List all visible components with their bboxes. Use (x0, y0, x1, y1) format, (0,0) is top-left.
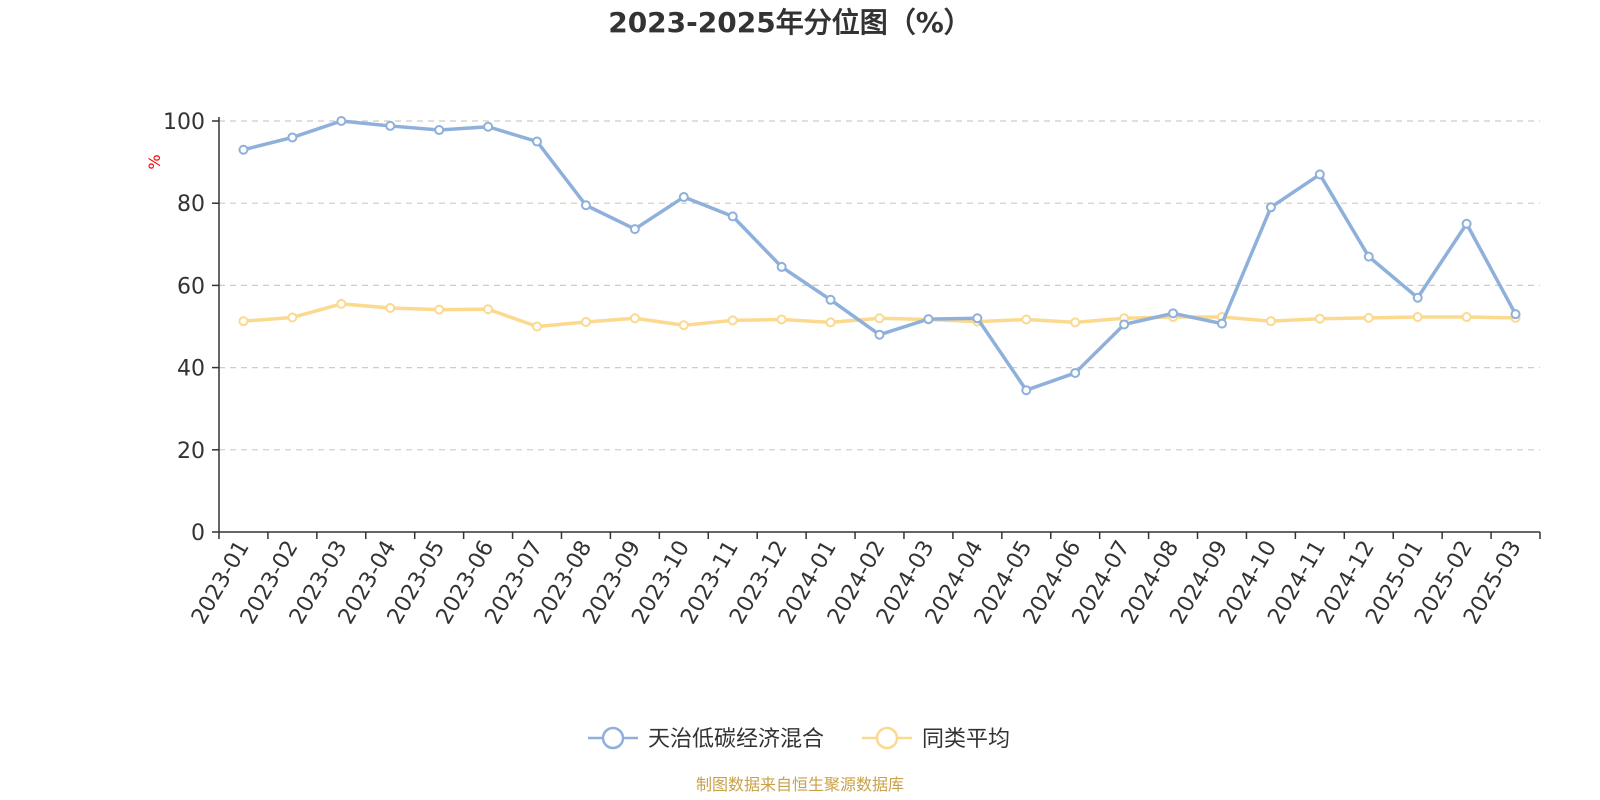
legend-item-0[interactable]: 天治低碳经济混合 (588, 726, 824, 752)
legend-label: 天治低碳经济混合 (648, 727, 824, 752)
data-point[interactable] (532, 321, 543, 332)
data-point[interactable] (1314, 313, 1325, 324)
data-point[interactable] (1021, 314, 1032, 325)
y-tick-label: 0 (191, 521, 205, 546)
legend-item-1[interactable]: 同类平均 (862, 726, 1010, 752)
legend-swatch-marker (875, 726, 899, 750)
data-point[interactable] (1119, 319, 1130, 330)
data-point[interactable] (727, 315, 738, 326)
data-point[interactable] (1363, 312, 1374, 323)
data-point[interactable] (1168, 308, 1179, 319)
data-point[interactable] (434, 304, 445, 315)
chart-title: 2023-2025年分位图（%） (608, 6, 972, 39)
data-point[interactable] (1314, 169, 1325, 180)
data-point[interactable] (483, 121, 494, 132)
legend-label: 同类平均 (922, 727, 1010, 752)
data-point[interactable] (629, 313, 640, 324)
y-tick-label: 80 (177, 192, 205, 217)
data-point[interactable] (678, 320, 689, 331)
data-point[interactable] (1363, 251, 1374, 262)
series-0 (238, 116, 1521, 396)
data-point[interactable] (972, 313, 983, 324)
axes: 0204060801002023-012023-022023-032023-04… (163, 110, 1541, 629)
data-point[interactable] (287, 312, 298, 323)
data-point[interactable] (776, 314, 787, 325)
data-point[interactable] (874, 313, 885, 324)
data-point[interactable] (385, 303, 396, 314)
data-point[interactable] (580, 200, 591, 211)
grid-lines (219, 120, 1540, 451)
data-point[interactable] (727, 211, 738, 222)
data-point[interactable] (1265, 316, 1276, 327)
y-tick-label: 20 (177, 439, 205, 464)
data-point[interactable] (874, 329, 885, 340)
series-1 (238, 298, 1521, 332)
series-line (243, 119, 1518, 392)
y-tick-label: 40 (177, 357, 205, 382)
legend[interactable]: 天治低碳经济混合 同类平均 (588, 726, 1010, 752)
data-point[interactable] (238, 316, 249, 327)
data-point[interactable] (1461, 312, 1472, 323)
data-point[interactable] (385, 120, 396, 131)
data-point[interactable] (483, 304, 494, 315)
data-point[interactable] (238, 144, 249, 155)
data-point[interactable] (434, 125, 445, 136)
y-axis-unit-label: % (145, 154, 164, 169)
data-point[interactable] (1412, 312, 1423, 323)
data-source-note: 制图数据来自恒生聚源数据库 (696, 775, 904, 794)
data-point[interactable] (629, 224, 640, 235)
data-point[interactable] (1021, 385, 1032, 396)
data-point[interactable] (1412, 292, 1423, 303)
data-point[interactable] (825, 294, 836, 305)
data-point[interactable] (336, 116, 347, 126)
y-tick-label: 60 (177, 274, 205, 299)
data-point[interactable] (580, 316, 591, 327)
series-lines (238, 116, 1521, 396)
data-point[interactable] (1070, 317, 1081, 328)
data-point[interactable] (923, 314, 934, 325)
data-point[interactable] (1070, 367, 1081, 378)
data-point[interactable] (336, 298, 347, 309)
data-point[interactable] (1265, 202, 1276, 213)
data-point[interactable] (1461, 218, 1472, 229)
data-point[interactable] (825, 317, 836, 328)
y-tick-label: 100 (163, 110, 205, 135)
data-point[interactable] (1510, 309, 1521, 320)
data-point[interactable] (287, 132, 298, 143)
data-point[interactable] (532, 136, 543, 147)
data-point[interactable] (776, 261, 787, 272)
data-point[interactable] (1216, 318, 1227, 329)
data-point[interactable] (678, 192, 689, 203)
legend-swatch-marker (601, 726, 625, 750)
